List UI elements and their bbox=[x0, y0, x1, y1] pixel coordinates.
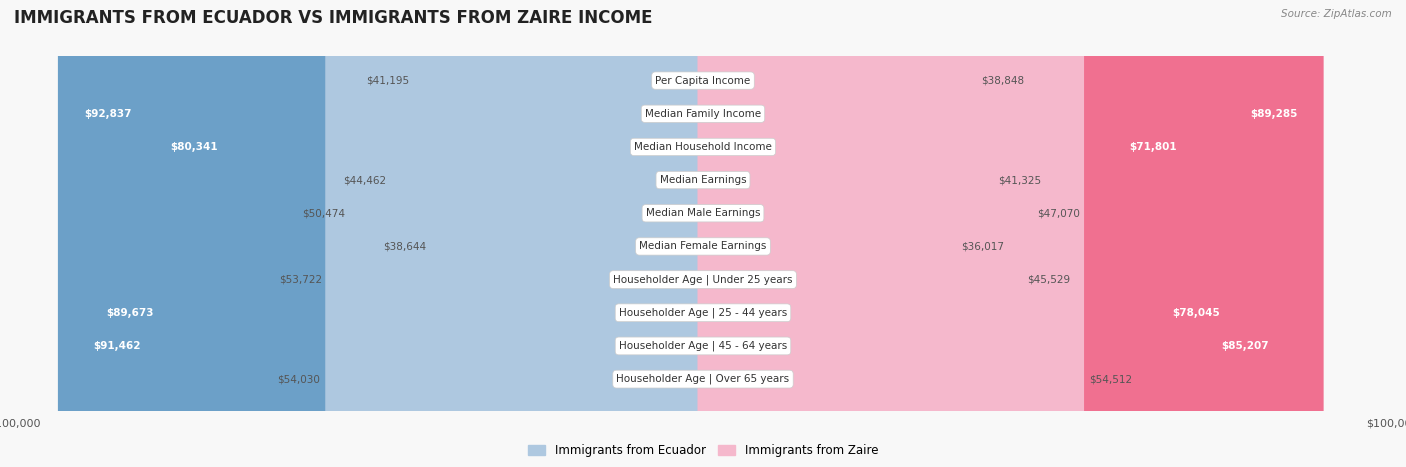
Text: $54,030: $54,030 bbox=[277, 374, 321, 384]
Text: $45,529: $45,529 bbox=[1026, 275, 1070, 284]
Text: Per Capita Income: Per Capita Income bbox=[655, 76, 751, 85]
Text: Median Family Income: Median Family Income bbox=[645, 109, 761, 119]
Text: $54,512: $54,512 bbox=[1088, 374, 1132, 384]
FancyBboxPatch shape bbox=[697, 0, 1204, 467]
FancyBboxPatch shape bbox=[697, 0, 1323, 467]
Text: $78,045: $78,045 bbox=[1173, 308, 1220, 318]
Text: $38,848: $38,848 bbox=[981, 76, 1024, 85]
FancyBboxPatch shape bbox=[697, 0, 993, 467]
Text: $44,462: $44,462 bbox=[343, 175, 387, 185]
Text: $89,673: $89,673 bbox=[105, 308, 153, 318]
Text: Householder Age | 25 - 44 years: Householder Age | 25 - 44 years bbox=[619, 308, 787, 318]
FancyBboxPatch shape bbox=[391, 0, 709, 467]
Legend: Immigrants from Ecuador, Immigrants from Zaire: Immigrants from Ecuador, Immigrants from… bbox=[523, 439, 883, 462]
Text: $92,837: $92,837 bbox=[84, 109, 132, 119]
FancyBboxPatch shape bbox=[697, 0, 1084, 467]
FancyBboxPatch shape bbox=[697, 0, 1022, 467]
FancyBboxPatch shape bbox=[413, 0, 709, 467]
Text: $89,285: $89,285 bbox=[1250, 109, 1298, 119]
Text: $53,722: $53,722 bbox=[280, 275, 322, 284]
Text: Householder Age | Under 25 years: Householder Age | Under 25 years bbox=[613, 274, 793, 285]
Text: Median Household Income: Median Household Income bbox=[634, 142, 772, 152]
Text: Median Male Earnings: Median Male Earnings bbox=[645, 208, 761, 218]
FancyBboxPatch shape bbox=[697, 0, 1246, 467]
FancyBboxPatch shape bbox=[58, 0, 709, 467]
FancyBboxPatch shape bbox=[325, 0, 709, 467]
FancyBboxPatch shape bbox=[67, 0, 709, 467]
Text: $47,070: $47,070 bbox=[1038, 208, 1080, 218]
FancyBboxPatch shape bbox=[143, 0, 709, 467]
Text: Source: ZipAtlas.com: Source: ZipAtlas.com bbox=[1281, 9, 1392, 19]
Text: $38,644: $38,644 bbox=[384, 241, 426, 251]
Text: $91,462: $91,462 bbox=[94, 341, 141, 351]
FancyBboxPatch shape bbox=[432, 0, 709, 467]
Text: $41,325: $41,325 bbox=[998, 175, 1042, 185]
Text: Householder Age | Over 65 years: Householder Age | Over 65 years bbox=[616, 374, 790, 384]
FancyBboxPatch shape bbox=[697, 0, 1033, 467]
Text: $50,474: $50,474 bbox=[302, 208, 344, 218]
FancyBboxPatch shape bbox=[350, 0, 709, 467]
Text: $80,341: $80,341 bbox=[170, 142, 218, 152]
FancyBboxPatch shape bbox=[697, 0, 956, 467]
Text: $71,801: $71,801 bbox=[1129, 142, 1177, 152]
FancyBboxPatch shape bbox=[80, 0, 709, 467]
FancyBboxPatch shape bbox=[697, 0, 976, 467]
Text: $41,195: $41,195 bbox=[366, 76, 409, 85]
FancyBboxPatch shape bbox=[697, 0, 1295, 467]
FancyBboxPatch shape bbox=[328, 0, 709, 467]
Text: IMMIGRANTS FROM ECUADOR VS IMMIGRANTS FROM ZAIRE INCOME: IMMIGRANTS FROM ECUADOR VS IMMIGRANTS FR… bbox=[14, 9, 652, 28]
Text: Median Female Earnings: Median Female Earnings bbox=[640, 241, 766, 251]
Text: $85,207: $85,207 bbox=[1222, 341, 1270, 351]
Text: Householder Age | 45 - 64 years: Householder Age | 45 - 64 years bbox=[619, 341, 787, 351]
Text: $36,017: $36,017 bbox=[962, 241, 1004, 251]
Text: Median Earnings: Median Earnings bbox=[659, 175, 747, 185]
